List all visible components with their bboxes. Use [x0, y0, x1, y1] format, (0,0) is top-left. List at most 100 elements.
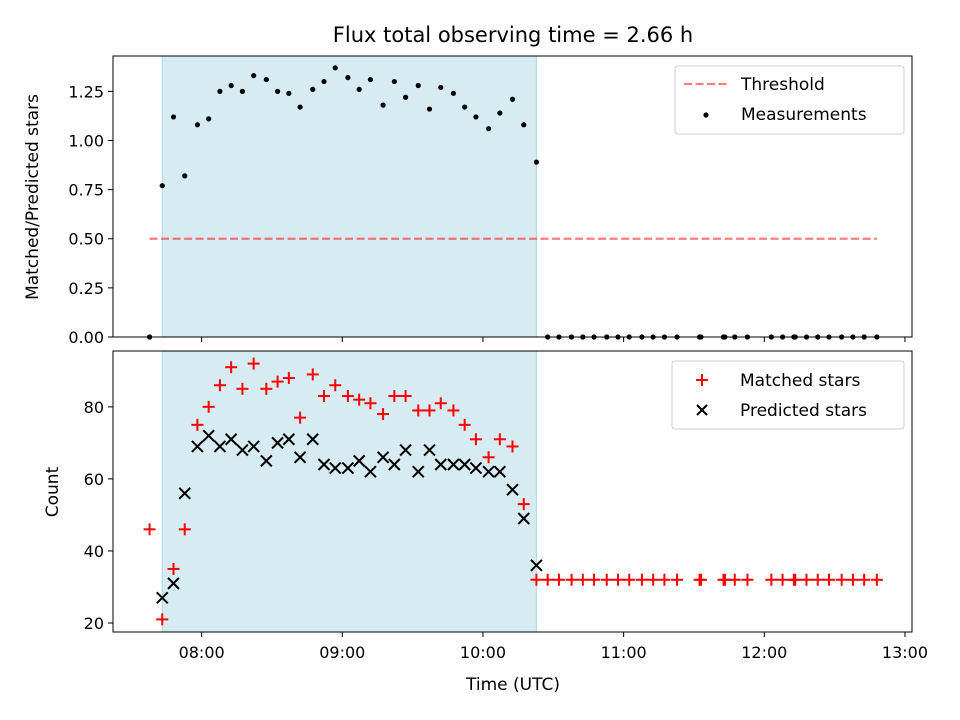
matched-star-point [612, 573, 625, 586]
measurement-point [321, 78, 327, 85]
measurement-point [286, 90, 292, 96]
bottom-ylabel: Count [43, 466, 63, 517]
matched-legend-label: Matched stars [740, 371, 860, 391]
matched-star-point [623, 573, 636, 586]
measurement-point [274, 88, 281, 94]
predicted-star-point [469, 461, 483, 475]
matched-legend-icon [696, 374, 708, 386]
matched-star-point [658, 573, 671, 586]
predicted-star-point [178, 487, 191, 500]
matched-star-point [329, 379, 342, 392]
matched-star-point [728, 573, 741, 586]
top-legend-box [674, 65, 905, 135]
matched-star-point [552, 573, 565, 586]
measurement-point [251, 73, 257, 79]
measurement-point [438, 84, 444, 91]
matched-star-point [412, 404, 425, 417]
measurement-point [485, 126, 492, 132]
measurement-point [263, 76, 269, 83]
predicted-star-point [247, 440, 260, 453]
matched-star-point [434, 397, 447, 410]
bottom-xtick-label: 08:00 [179, 643, 225, 662]
measurement-point [402, 94, 409, 100]
predicted-star-point [530, 559, 543, 572]
predicted-star-point [482, 465, 495, 478]
predicted-star-point [434, 458, 447, 471]
matched-star-point [341, 390, 354, 403]
threshold-legend-label: Threshold [740, 75, 825, 95]
matched-star-point [271, 375, 284, 388]
measurement-point [450, 90, 457, 96]
measurement-point [345, 75, 351, 81]
matched-star-point [482, 451, 495, 464]
matched-star-point [835, 573, 848, 586]
matched-star-point [364, 397, 377, 410]
matched-star-point [353, 393, 366, 406]
predicted-star-point [271, 436, 284, 450]
predicted-star-point [493, 465, 507, 478]
measurement-point [310, 86, 316, 93]
bottom-xtick-label: 12:00 [741, 643, 787, 662]
predicted-star-point [376, 451, 390, 464]
predicted-star-point [399, 443, 412, 457]
bottom-xtick-label: 11:00 [601, 643, 647, 662]
matched-star-point [811, 573, 824, 586]
bottom-ytick-label: 20 [84, 614, 104, 633]
predicted-star-point [260, 454, 273, 468]
top-ytick-label: 0.50 [68, 230, 104, 249]
matched-star-point [447, 404, 460, 417]
measurement-point [533, 159, 540, 165]
predicted-star-point [352, 454, 366, 468]
measurement-point [462, 104, 468, 110]
matched-star-point [388, 390, 401, 403]
measurement-point [182, 173, 188, 179]
top-axes-frame [112, 55, 913, 338]
predicted-star-point [329, 461, 342, 475]
predicted-star-point [517, 512, 530, 525]
matched-star-point [541, 573, 554, 586]
measurement-point [426, 106, 433, 112]
matched-star-point [260, 382, 273, 395]
predicted-star-point [423, 443, 436, 457]
matched-star-point [517, 498, 530, 511]
predicted-star-point [458, 458, 471, 471]
top-ylabel: Matched/Predicted stars [23, 94, 43, 300]
matched-star-point [458, 418, 471, 431]
measurement-point [206, 116, 212, 122]
bottom-ytick-label: 60 [84, 470, 104, 489]
measurement-point [228, 82, 234, 89]
matched-star-point [493, 433, 506, 446]
bottom-ytick-label: 40 [84, 542, 104, 561]
matched-star-point [506, 440, 519, 453]
matched-star-point [236, 382, 249, 395]
matched-star-point [588, 573, 601, 586]
matched-star-point [282, 372, 295, 385]
bottom-legend-box [671, 360, 905, 430]
top-ytick-label: 0.00 [68, 328, 104, 347]
top-ytick-label: 0.25 [68, 279, 104, 298]
measurement-point [159, 183, 165, 189]
matched-star-point [741, 573, 754, 586]
measurement-point [239, 88, 246, 94]
predicted-star-point [282, 433, 296, 446]
predicted-star-point [213, 440, 227, 453]
matched-star-point [600, 573, 613, 586]
matched-star-point [565, 573, 578, 586]
bottom-panel: Count Time (UTC) 20 40 60 80 08:00 09:00 10:00… [43, 350, 928, 695]
predicted-star-point [202, 429, 215, 442]
predicted-star-point [224, 433, 238, 446]
matched-star-point [399, 390, 412, 403]
measurement-point [356, 86, 362, 93]
predicted-star-point [293, 451, 307, 464]
bottom-legend: Matched stars Predicted stars [671, 360, 905, 430]
top-ytick-label: 1.00 [68, 131, 104, 150]
bottom-xtick-label: 10:00 [460, 643, 506, 662]
predicted-legend-label: Predicted stars [740, 401, 867, 421]
matched-star-point [247, 357, 260, 370]
matched-star-point [694, 573, 707, 586]
measurement-point [473, 114, 479, 120]
matched-star-point [870, 573, 883, 586]
predicted-star-point [364, 465, 377, 478]
measurement-point [509, 96, 516, 102]
measurement-point [194, 122, 201, 128]
